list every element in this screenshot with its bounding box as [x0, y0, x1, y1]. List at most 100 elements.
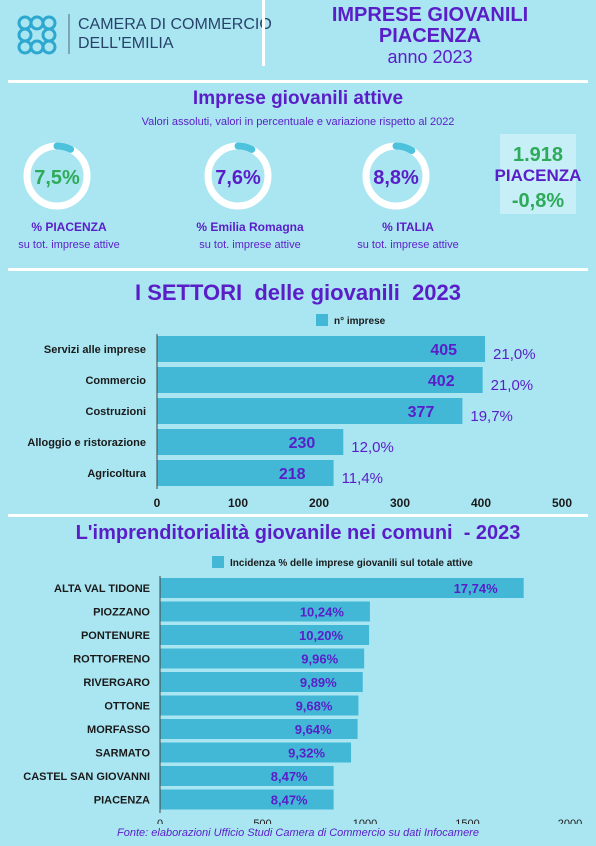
- bar: [157, 460, 334, 486]
- bar: [160, 648, 365, 669]
- value-label: 9,96%: [301, 652, 338, 667]
- section-divider-3: [8, 514, 588, 517]
- value-label: 402: [428, 373, 455, 390]
- ring-label: % Emilia Romagna: [196, 220, 304, 234]
- category-label: Costruzioni: [86, 406, 147, 418]
- percent-label: 19,7%: [470, 408, 513, 425]
- category-label: ALTA VAL TIDONE: [54, 583, 150, 595]
- value-label: 10,20%: [299, 628, 344, 643]
- x-tick-label: 500: [552, 496, 572, 508]
- ring-label: % PIACENZA: [31, 220, 107, 234]
- ring-value: 7,6%: [215, 167, 261, 189]
- ring-value: 7,5%: [34, 167, 80, 189]
- category-label: Commercio: [85, 375, 146, 387]
- bar: [157, 398, 463, 424]
- page-title-line2: PIACENZA: [378, 25, 482, 47]
- bar: [157, 336, 486, 362]
- category-label: PONTENURE: [81, 630, 150, 642]
- sector-chart: n° imprese Servizi alle imprese 405 21,0% Co…: [27, 314, 572, 508]
- legend-label: Incidenza % delle imprese giovanili sul …: [230, 558, 473, 569]
- percent-label: 12,0%: [351, 439, 394, 456]
- category-label: SARMATO: [95, 748, 150, 760]
- percent-label: 21,0%: [491, 377, 534, 394]
- x-tick-label: 500: [253, 818, 271, 824]
- ring-progress-arc: [234, 142, 256, 153]
- x-tick-label: 400: [471, 496, 491, 508]
- category-label: PIACENZA: [94, 795, 150, 807]
- x-tick-label: 1500: [455, 818, 479, 824]
- bar: [160, 625, 370, 645]
- section-divider-2: [8, 268, 588, 271]
- kpi-title: Imprese giovanili attive: [192, 88, 404, 109]
- category-label: Agricoltura: [87, 468, 147, 480]
- sector-chart-title: I SETTORI delle giovanili 2023: [134, 280, 462, 305]
- ring-progress-arc: [392, 142, 416, 154]
- bar: [160, 742, 352, 763]
- x-tick-label: 300: [390, 496, 410, 508]
- x-tick-label: 100: [228, 496, 248, 508]
- x-tick-label: 200: [309, 496, 329, 508]
- org-name-line2: DELL'EMILIA: [78, 35, 174, 52]
- bar: [160, 789, 334, 810]
- bar: [160, 672, 363, 692]
- category-label: OTTONE: [104, 701, 150, 713]
- kpi-box-place: PIACENZA: [494, 166, 582, 185]
- kpi-box-count: 1.918: [512, 144, 564, 166]
- source-note: Fonte: elaborazioni Ufficio Studi Camera…: [117, 827, 479, 839]
- bar: [157, 429, 344, 455]
- legend-swatch: [212, 556, 224, 568]
- value-label: 9,64%: [295, 722, 332, 737]
- bar: [160, 695, 359, 716]
- bar: [160, 601, 370, 622]
- ring-sublabel: su tot. imprese attive: [18, 239, 120, 251]
- comuni-chart-title: L'imprenditorialità giovanile nei comuni…: [75, 522, 521, 544]
- header-divider: [262, 0, 265, 66]
- x-tick-label: 1000: [353, 818, 377, 824]
- ring-sublabel: su tot. imprese attive: [199, 239, 301, 251]
- kpi-box-change: -0,8%: [511, 190, 565, 212]
- x-tick-label: 0: [154, 496, 161, 508]
- value-label: 8,47%: [271, 769, 308, 784]
- value-label: 9,32%: [288, 746, 325, 761]
- x-tick-label: 2000: [558, 818, 582, 824]
- ring-progress-arc: [53, 142, 75, 153]
- bar: [160, 578, 524, 598]
- kpi-summary-box: [500, 134, 576, 214]
- x-tick-label: 0: [157, 818, 163, 824]
- ring-label: % ITALIA: [382, 220, 434, 234]
- bar: [160, 766, 334, 786]
- comuni-chart: Incidenza % delle imprese giovanili sul …: [23, 556, 582, 824]
- chamber-logo: [17, 15, 57, 55]
- value-label: 9,89%: [300, 675, 337, 690]
- ring-sublabel: su tot. imprese attive: [357, 239, 459, 251]
- category-label: PIOZZANO: [93, 607, 150, 619]
- value-label: 218: [279, 466, 306, 483]
- legend-swatch: [316, 314, 328, 326]
- percent-label: 11,4%: [342, 470, 383, 487]
- value-label: 9,68%: [296, 699, 333, 714]
- page-title-line1: IMPRESE GIOVANILI: [331, 4, 529, 26]
- category-label: ROTTOFRENO: [73, 654, 150, 666]
- category-label: CASTEL SAN GIOVANNI: [23, 771, 150, 783]
- kpi-subtitle: Valori assoluti, valori in percentuale e…: [141, 116, 455, 128]
- value-label: 10,24%: [300, 605, 345, 620]
- page-title-year: anno 2023: [387, 47, 473, 67]
- value-label: 405: [430, 342, 457, 359]
- legend-label: n° imprese: [334, 316, 386, 327]
- value-label: 8,47%: [271, 793, 308, 808]
- category-label: Servizi alle imprese: [44, 344, 146, 356]
- category-label: RIVERGARO: [83, 677, 150, 689]
- percent-label: 21,0%: [493, 346, 536, 363]
- value-label: 230: [289, 435, 316, 452]
- value-label: 17,74%: [454, 581, 499, 596]
- kpi-rings: 7,5% % PIACENZA su tot. imprese attive 7,6%…: [18, 142, 459, 251]
- value-label: 377: [408, 404, 435, 421]
- logo-divider: [68, 14, 70, 54]
- org-name-line1: CAMERA DI COMMERCIO: [78, 16, 272, 33]
- category-label: MORFASSO: [87, 724, 150, 736]
- section-divider-1: [8, 80, 588, 83]
- bar: [160, 719, 358, 739]
- bar: [157, 367, 483, 393]
- ring-value: 8,8%: [373, 167, 419, 189]
